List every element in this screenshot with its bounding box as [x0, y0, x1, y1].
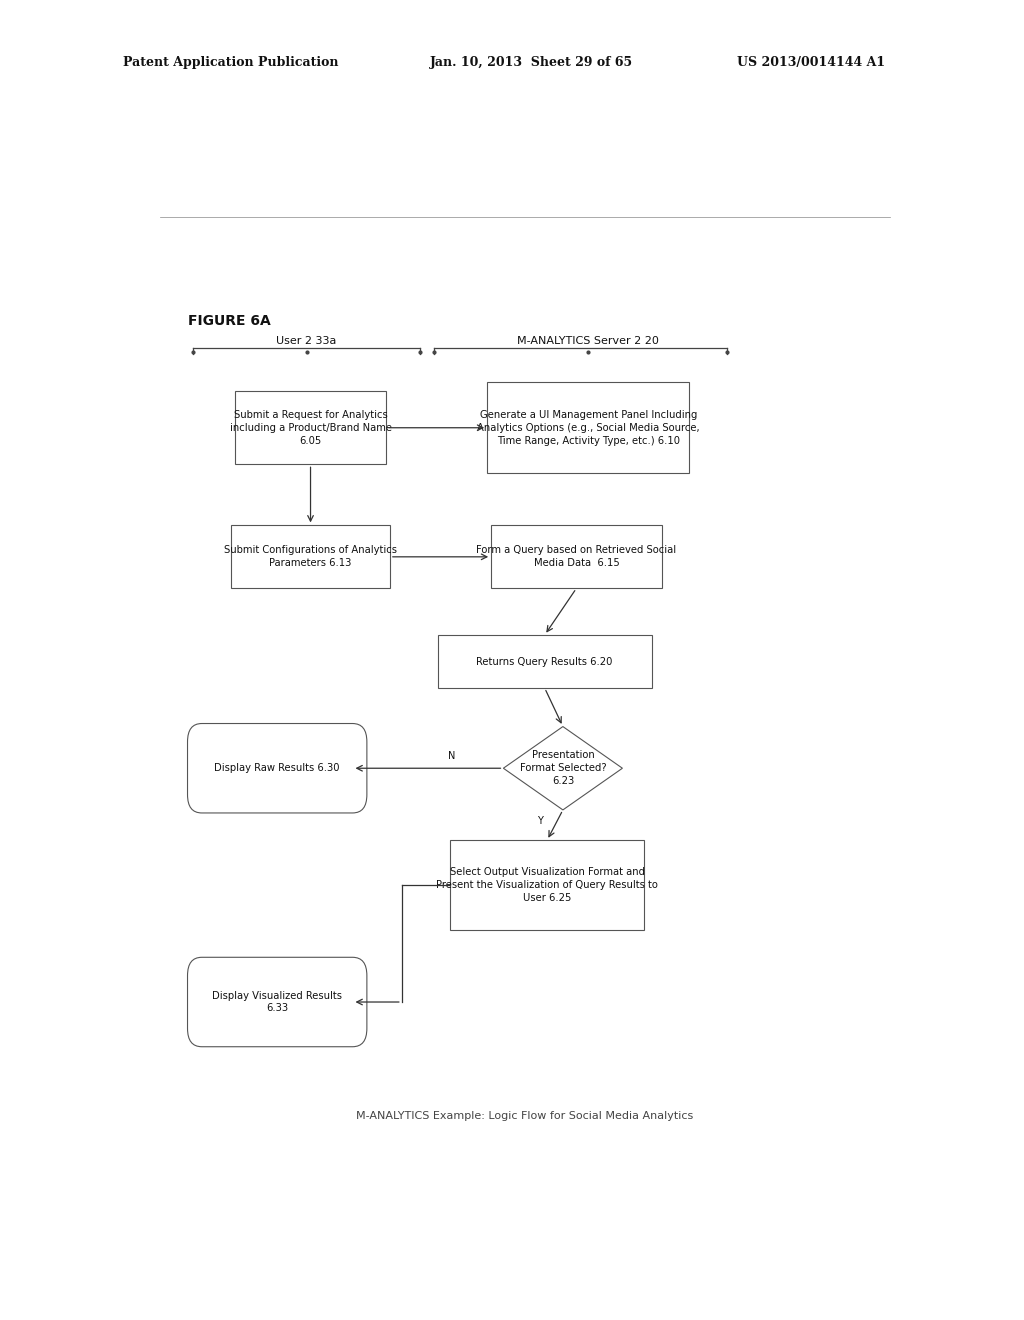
FancyBboxPatch shape: [231, 525, 390, 589]
Text: M-ANALYTICS Example: Logic Flow for Social Media Analytics: M-ANALYTICS Example: Logic Flow for Soci…: [356, 1111, 693, 1121]
Text: M-ANALYTICS Server 2 20: M-ANALYTICS Server 2 20: [517, 337, 659, 346]
FancyBboxPatch shape: [437, 635, 652, 688]
Text: Submit Configurations of Analytics
Parameters 6.13: Submit Configurations of Analytics Param…: [224, 545, 397, 568]
Text: Display Raw Results 6.30: Display Raw Results 6.30: [214, 763, 340, 774]
FancyBboxPatch shape: [187, 957, 367, 1047]
Text: FIGURE 6A: FIGURE 6A: [187, 314, 270, 329]
Text: Select Output Visualization Format and
Present the Visualization of Query Result: Select Output Visualization Format and P…: [436, 867, 658, 903]
FancyBboxPatch shape: [492, 525, 662, 589]
FancyBboxPatch shape: [236, 391, 386, 465]
Text: Presentation
Format Selected?
6.23: Presentation Format Selected? 6.23: [519, 751, 606, 785]
FancyBboxPatch shape: [487, 381, 689, 474]
Text: Returns Query Results 6.20: Returns Query Results 6.20: [476, 656, 612, 667]
Text: Display Visualized Results
6.33: Display Visualized Results 6.33: [212, 990, 342, 1014]
Text: User 2 33a: User 2 33a: [276, 337, 337, 346]
Text: Y: Y: [538, 816, 543, 826]
FancyBboxPatch shape: [187, 723, 367, 813]
FancyBboxPatch shape: [450, 841, 644, 929]
Text: Generate a UI Management Panel Including
Analytics Options (e.g., Social Media S: Generate a UI Management Panel Including…: [477, 411, 699, 446]
Text: N: N: [449, 751, 456, 762]
Text: Form a Query based on Retrieved Social
Media Data  6.15: Form a Query based on Retrieved Social M…: [476, 545, 677, 568]
Polygon shape: [504, 726, 623, 810]
Text: US 2013/0014144 A1: US 2013/0014144 A1: [737, 55, 886, 69]
Text: Submit a Request for Analytics
including a Product/Brand Name
6.05: Submit a Request for Analytics including…: [229, 411, 391, 446]
Text: Patent Application Publication: Patent Application Publication: [123, 55, 338, 69]
Text: Jan. 10, 2013  Sheet 29 of 65: Jan. 10, 2013 Sheet 29 of 65: [430, 55, 633, 69]
